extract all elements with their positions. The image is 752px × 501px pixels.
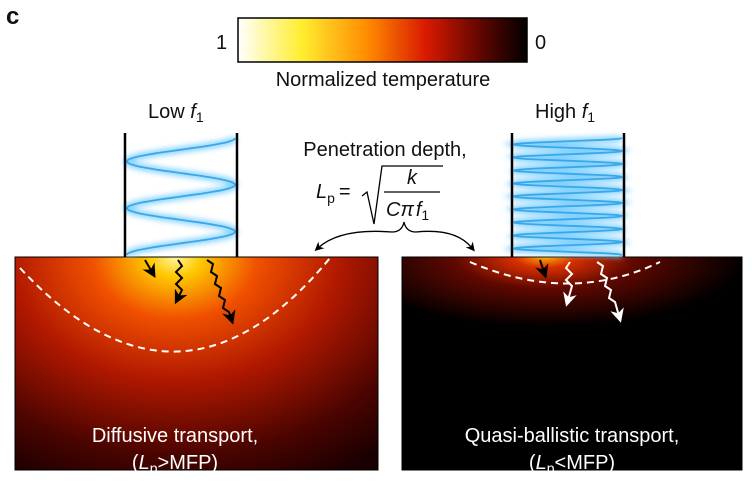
rest: <MFP) bbox=[555, 452, 616, 474]
sub: p bbox=[150, 460, 158, 476]
svg-text:Low f1: Low f1 bbox=[148, 101, 204, 125]
svg-text:(Lp>MFP): (Lp>MFP) bbox=[132, 452, 218, 476]
high-label: High bbox=[535, 101, 576, 123]
depth-line bbox=[19, 257, 331, 353]
top-title: Heating frequency, f1 (Hz) bbox=[346, 0, 575, 5]
svg-text:Heating frequency, f1 (Hz): Heating frequency, f1 (Hz) bbox=[346, 0, 575, 5]
colorbar-min: 0 bbox=[535, 32, 546, 54]
right-caption: Quasi-ballistic transport, bbox=[465, 425, 680, 447]
sub: 1 bbox=[196, 109, 204, 125]
var: f bbox=[582, 101, 590, 123]
low-label: Low bbox=[148, 101, 185, 123]
unit: (Hz) bbox=[537, 0, 575, 1]
var: f bbox=[518, 0, 526, 1]
sub: p bbox=[547, 460, 555, 476]
svg-text:Lp=: Lp = bbox=[316, 181, 351, 206]
colorbar-title: Normalized temperature bbox=[276, 69, 491, 91]
wave bbox=[126, 137, 236, 256]
var: f bbox=[190, 101, 198, 123]
denominator: Cπ bbox=[386, 199, 414, 221]
svg-text:(Lp<MFP): (Lp<MFP) bbox=[529, 452, 615, 476]
colorbar-max: 1 bbox=[216, 32, 227, 54]
sub: 1 bbox=[421, 207, 429, 223]
sub: 1 bbox=[587, 109, 595, 125]
sqrt bbox=[361, 165, 443, 225]
var: L bbox=[316, 181, 327, 203]
brace bbox=[314, 221, 475, 252]
wave bbox=[510, 137, 626, 256]
phonon-arrows bbox=[142, 259, 549, 325]
axis-title: Heating frequency, bbox=[346, 0, 512, 1]
sub: p bbox=[327, 190, 335, 206]
paren: ( bbox=[529, 452, 536, 474]
phonon-arrows bbox=[563, 261, 624, 323]
rest: >MFP) bbox=[158, 452, 219, 474]
numerator: k bbox=[407, 167, 418, 189]
var: L bbox=[139, 452, 150, 474]
svg-text:High f1: High f1 bbox=[535, 101, 595, 125]
panel-label: c bbox=[6, 3, 19, 30]
sub: 1 bbox=[524, 0, 532, 3]
penetration-title: Penetration depth, bbox=[303, 139, 466, 161]
var: L bbox=[536, 452, 547, 474]
paren: ( bbox=[132, 452, 139, 474]
left-caption: Diffusive transport, bbox=[92, 425, 258, 447]
equals: = bbox=[339, 181, 351, 203]
var: f bbox=[416, 199, 424, 221]
depth-line bbox=[469, 261, 661, 285]
left-block bbox=[14, 256, 379, 471]
colorbar bbox=[237, 17, 528, 63]
